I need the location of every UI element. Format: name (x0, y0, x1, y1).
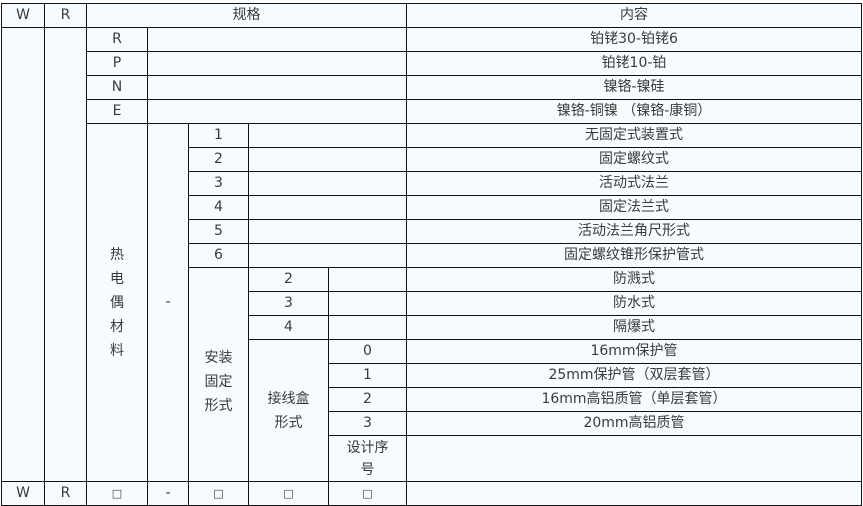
material-code: E (86, 99, 148, 124)
table-row: 4 隔爆式 (2, 315, 862, 340)
mounting-code: 4 (188, 195, 249, 220)
junction-content: 16mm高铝质管（单层套管） (406, 387, 862, 412)
junction-code: 3 (327, 411, 408, 436)
table-row: P 铂铑10-铂 (2, 51, 862, 76)
table-row: N 镍铬-镍硅 (2, 75, 862, 100)
table-row: 6 固定螺纹锥形保护管式 (2, 243, 862, 268)
blank (247, 171, 408, 196)
mounting-content: 固定螺纹锥形保护管式 (406, 243, 862, 268)
footer-row: W R □ - □ □ □ (1, 481, 862, 506)
mounting-code: 6 (188, 243, 249, 268)
mounting-code: 3 (188, 171, 249, 196)
junction-label: 接线盒形式 (248, 339, 329, 482)
table-row: 3 活动式法兰 (2, 171, 862, 196)
blank (146, 51, 408, 76)
mounting-content: 活动式法兰 (406, 171, 862, 196)
material-content: 铂铑30-铂铑6 (406, 27, 862, 52)
blank (327, 291, 408, 316)
table-row: 3 20mm高铝质管 (2, 411, 862, 436)
junction-content: 20mm高铝质管 (406, 411, 862, 436)
table-row: 安装固定形式 2 防溅式 (2, 267, 862, 482)
blank (247, 243, 408, 268)
footer-cell: □ (327, 481, 408, 506)
material-code: P (86, 51, 148, 76)
mounting-code: 1 (188, 123, 249, 148)
table-row: 热电偶材料 - 1 无固定式装置式 (2, 123, 862, 482)
protection-content: 防水式 (406, 291, 862, 316)
table-row: 3 防水式 (2, 291, 862, 316)
protection-code: 3 (248, 291, 329, 316)
design-seq: 设计序号 (327, 435, 408, 482)
mounting-code: 5 (188, 219, 249, 244)
blank (146, 27, 408, 52)
blank (146, 99, 408, 124)
blank (406, 435, 862, 482)
material-content: 镍铬-铜镍 （镍铬-康铜） (406, 99, 862, 124)
junction-code: 0 (327, 339, 408, 364)
blank (327, 315, 408, 340)
blank (247, 219, 408, 244)
blank (247, 195, 408, 220)
footer-cell: W (1, 481, 45, 506)
junction-code: 2 (327, 387, 408, 412)
mounting-label: 安装固定形式 (188, 267, 249, 482)
table-row: 4 固定法兰式 (2, 195, 862, 220)
blank (146, 75, 408, 100)
junction-content: 25mm保护管（双层套管） (406, 363, 862, 388)
material-content: 铂铑10-铂 (406, 51, 862, 76)
footer-cell: R (44, 481, 87, 506)
blank (247, 147, 408, 172)
junction-label-text: 接线盒形式 (267, 390, 310, 431)
dash: - (147, 123, 189, 482)
thermocouple-model-table: W R 规格 内容 R 铂铑30-铂铑6 P 铂铑10-铂 N 镍铬-镍硅 E 镍铬-… (1, 3, 862, 506)
material-label-text: 热电偶材料 (110, 246, 124, 359)
mounting-content: 固定法兰式 (406, 195, 862, 220)
mounting-label-text: 安装固定形式 (204, 350, 233, 414)
w-blank (1, 27, 45, 482)
mounting-content: 固定螺纹式 (406, 147, 862, 172)
r-blank (44, 27, 87, 482)
mounting-code: 2 (188, 147, 249, 172)
junction-code: 1 (327, 363, 408, 388)
header-w: W (1, 3, 45, 28)
header-spec: 规格 (85, 3, 408, 28)
protection-code: 4 (248, 315, 329, 340)
material-content: 镍铬-镍硅 (406, 75, 862, 100)
header-r: R (44, 3, 87, 28)
mounting-content: 无固定式装置式 (406, 123, 862, 148)
design-seq-text: 设计序号 (346, 439, 389, 478)
table-row: 2 16mm高铝质管（单层套管） (2, 387, 862, 412)
header-row: W R 规格 内容 (1, 3, 862, 28)
protection-content: 防溅式 (406, 267, 862, 292)
footer-cell: □ (188, 481, 249, 506)
material-code: N (86, 75, 148, 100)
blank (406, 481, 862, 506)
protection-code: 2 (248, 267, 329, 292)
header-content: 内容 (406, 3, 862, 28)
blank (247, 123, 408, 148)
protection-content: 隔爆式 (406, 315, 862, 340)
mounting-content: 活动法兰角尺形式 (406, 219, 862, 244)
table-row: E 镍铬-铜镍 （镍铬-康铜） (2, 99, 862, 124)
material-label: 热电偶材料 (86, 123, 148, 482)
table-row: 设计序号 (2, 435, 862, 482)
footer-cell: □ (248, 481, 329, 506)
table-row: R 铂铑30-铂铑6 (1, 27, 862, 482)
blank (327, 267, 408, 292)
footer-cell: - (147, 481, 189, 506)
material-code: R (86, 27, 148, 52)
footer-cell: □ (86, 481, 148, 506)
junction-content: 16mm保护管 (406, 339, 862, 364)
